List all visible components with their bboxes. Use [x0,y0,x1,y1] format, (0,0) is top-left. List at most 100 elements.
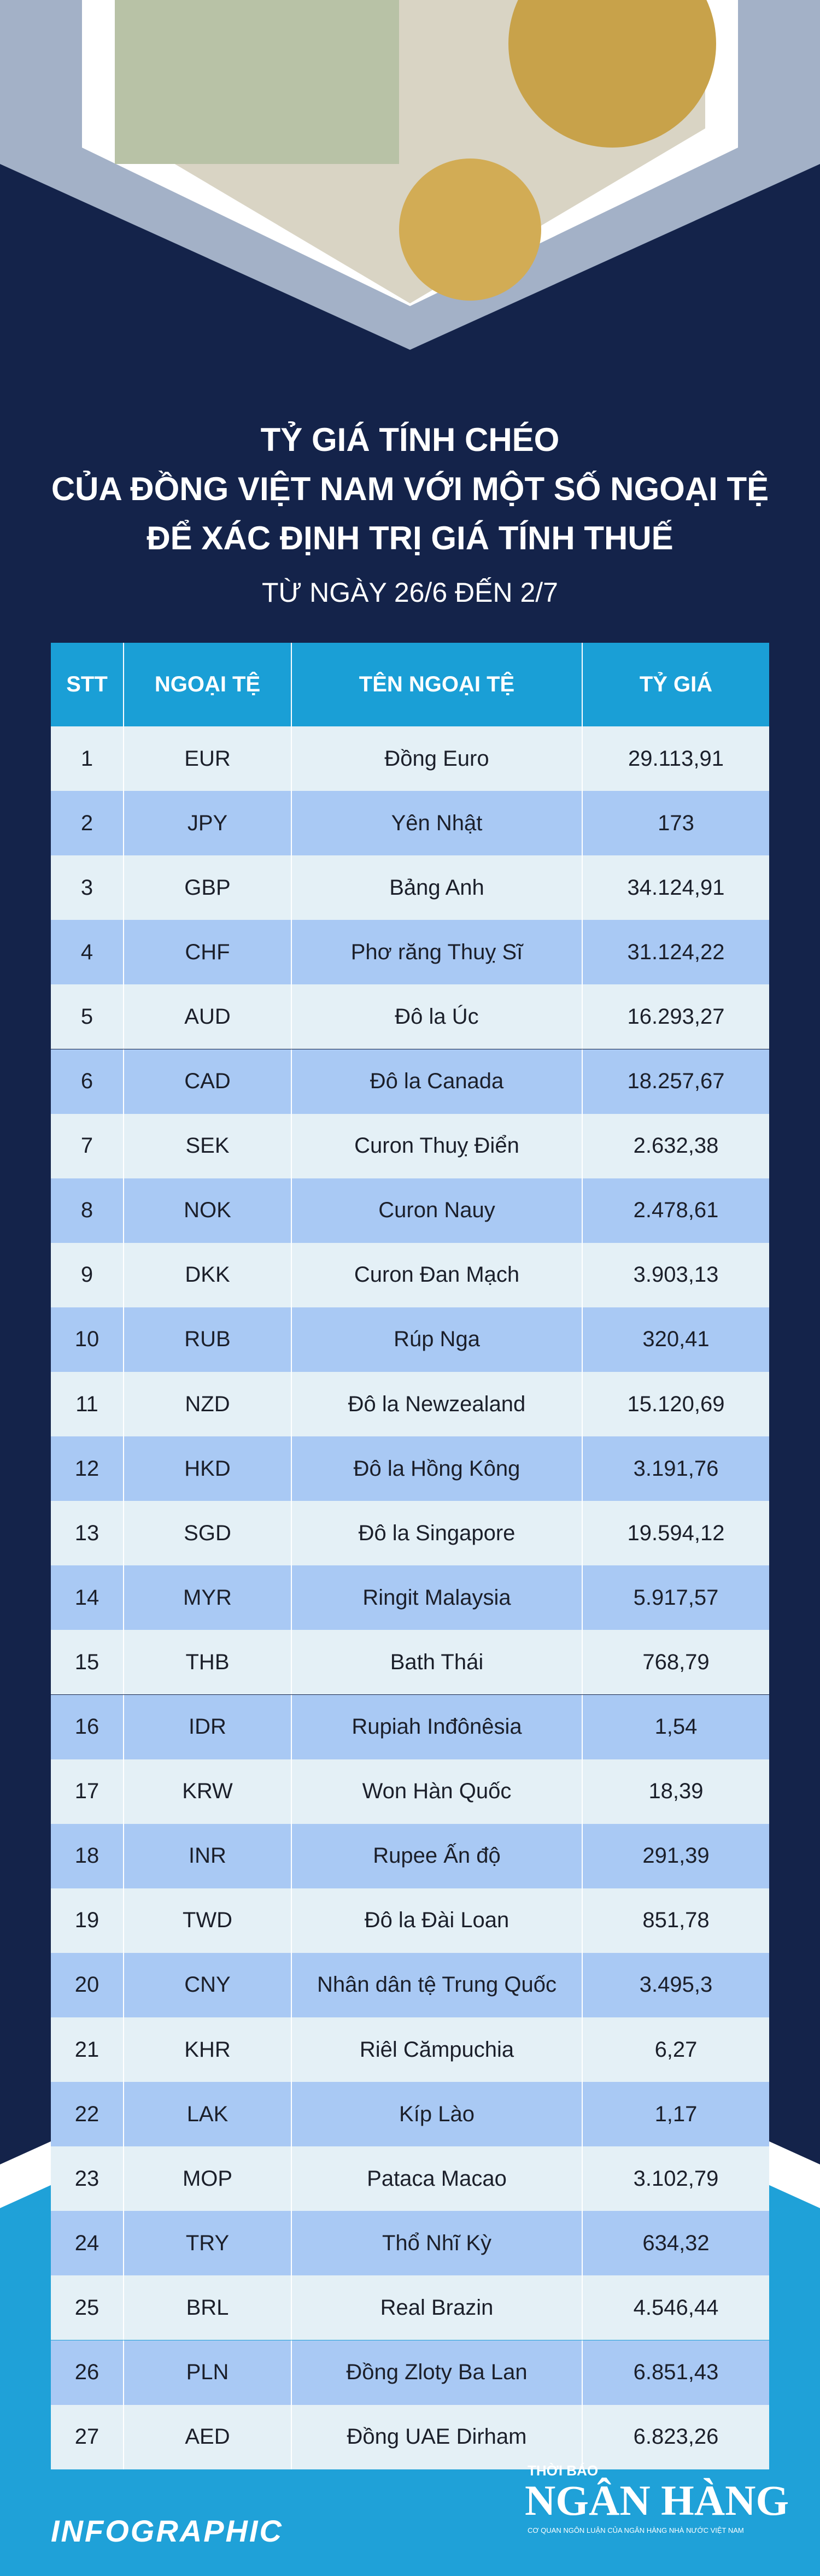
photo-coin [399,159,541,301]
table-cell: INR [123,1823,291,1888]
logo-top: THỜI BÁO [528,2462,599,2479]
table-cell: 19.594,12 [582,1501,769,1566]
table-cell: Đô la Đài Loan [291,1888,582,1953]
table-row: 26 PLN Đồng Zloty Ba Lan 6.851,43 [51,2340,769,2405]
table-cell: 3.102,79 [582,2146,769,2211]
table-cell: 1,54 [582,1694,769,1759]
table-cell: 27 [74,2425,99,2449]
table-cell: Pataca Macao [291,2146,582,2211]
table-row: 1 EUR Đồng Euro 29.113,91 [51,726,769,791]
photo-money [115,0,399,164]
table-cell: 22 [74,2102,99,2126]
table-row: 15 THB Bath Thái 768,79 [51,1630,769,1695]
table-row: 4 CHF Phơ răng Thuỵ Sĩ 31.124,22 [51,920,769,985]
table-cell: Đồng Euro [291,726,582,791]
table-row: 27 AED Đồng UAE Dirham 6.823,26 [51,2404,769,2469]
table-cell: EUR [123,726,291,791]
table-cell: Won Hàn Quốc [291,1759,582,1824]
table-row: 11 NZD Đô la Newzealand 15.120,69 [51,1372,769,1436]
table-cell: TWD [123,1888,291,1953]
table-cell: 8 [80,1198,93,1223]
table-cell: 15.120,69 [582,1372,769,1436]
table-cell: DKK [123,1242,291,1307]
logo-main: NGÂN HÀNG [525,2477,789,2524]
table-cell: 2.632,38 [582,1113,769,1178]
table-cell: 1,17 [582,2082,769,2147]
table-cell: 634,32 [582,2211,769,2276]
photo-coin [508,0,716,148]
table-cell: TỶ GIÁ [582,643,769,726]
table-cell: Kíp Lào [291,2082,582,2147]
table-row: 17 KRW Won Hàn Quốc 18,39 [51,1759,769,1824]
table-cell: 5 [80,1004,93,1029]
table-cell: SEK [123,1113,291,1178]
table-cell: Đồng UAE Dirham [291,2404,582,2469]
table-cell: 13 [74,1521,99,1545]
title-line: TỶ GIÁ TÍNH CHÉO [260,421,560,458]
table-cell: Nhân dân tệ Trung Quốc [291,1952,582,2017]
table-row: 18 INR Rupee Ấn độ 291,39 [51,1823,769,1888]
table-cell: AUD [123,984,291,1049]
table-cell: 4.546,44 [582,2275,769,2340]
table-cell: GBP [123,855,291,920]
table-row: 10 RUB Rúp Nga 320,41 [51,1307,769,1372]
table-cell: 6.823,26 [582,2404,769,2469]
table-cell: 29.113,91 [582,726,769,791]
table-row: 12 HKD Đô la Hồng Kông 3.191,76 [51,1436,769,1501]
table-row: 16 IDR Rupiah Inđônêsia 1,54 [51,1694,769,1759]
table-cell: LAK [123,2082,291,2147]
table-cell: HKD [123,1436,291,1501]
table-cell: 17 [74,1779,99,1804]
table-cell: 26 [74,2360,99,2384]
table-row: 25 BRL Real Brazin 4.546,44 [51,2275,769,2340]
table-cell: 21 [74,2037,99,2062]
table-cell: Curon Đan Mạch [291,1242,582,1307]
footer-label: INFOGRAPHIC [51,2514,283,2548]
table-cell: RUB [123,1307,291,1372]
subtitle: TỪ NGÀY 26/6 ĐẾN 2/7 [262,577,558,608]
table-row: 9 DKK Curon Đan Mạch 3.903,13 [51,1242,769,1307]
table-cell: 173 [582,791,769,856]
table-cell: NGOẠI TỆ [123,643,291,726]
table-row: 2 JPY Yên Nhật 173 [51,791,769,856]
table-cell: 11 [75,1392,98,1416]
table-header: STT NGOẠI TỆ TÊN NGOẠI TỆ TỶ GIÁ [51,643,769,726]
table-cell: Đô la Newzealand [291,1372,582,1436]
table-cell: 31.124,22 [582,920,769,985]
table-cell: Rupee Ấn độ [291,1823,582,1888]
table-cell: PLN [123,2340,291,2405]
table-cell: 16.293,27 [582,984,769,1049]
table-cell: 7 [80,1134,93,1158]
table-cell: 6 [80,1069,93,1093]
table-cell: Đô la Canada [291,1049,582,1114]
table-cell: THB [123,1630,291,1695]
table-row: 13 SGD Đô la Singapore 19.594,12 [51,1501,769,1566]
table-cell: 18,39 [582,1759,769,1824]
table-cell: Bảng Anh [291,855,582,920]
table-cell: Rupiah Inđônêsia [291,1694,582,1759]
table-cell: 23 [74,2166,99,2191]
table-cell: CNY [123,1952,291,2017]
table-cell: Riêl Cămpuchia [291,2017,582,2082]
table-cell: 851,78 [582,1888,769,1953]
table-cell: JPY [123,791,291,856]
table-cell: 4 [80,940,93,964]
table-row: 23 MOP Pataca Macao 3.102,79 [51,2146,769,2211]
table-cell: 18 [74,1844,99,1868]
table-cell: SGD [123,1501,291,1566]
table-cell: 291,39 [582,1823,769,1888]
table-cell: TRY [123,2211,291,2276]
table-cell: CAD [123,1049,291,1114]
table-cell: STT [66,672,108,696]
table-cell: 19 [74,1908,99,1933]
table-cell: TÊN NGOẠI TỆ [291,643,582,726]
table-cell: Phơ răng Thuỵ Sĩ [291,920,582,985]
table-cell: MYR [123,1565,291,1630]
table-row: 14 MYR Ringit Malaysia 5.917,57 [51,1565,769,1630]
table-cell: Curon Nauy [291,1178,582,1243]
title-line: CỦA ĐỒNG VIỆT NAM VỚI MỘT SỐ NGOẠI TỆ [51,471,769,507]
table-cell: 12 [74,1456,99,1481]
table-cell: 10 [74,1327,99,1352]
table-cell: 25 [74,2295,99,2320]
